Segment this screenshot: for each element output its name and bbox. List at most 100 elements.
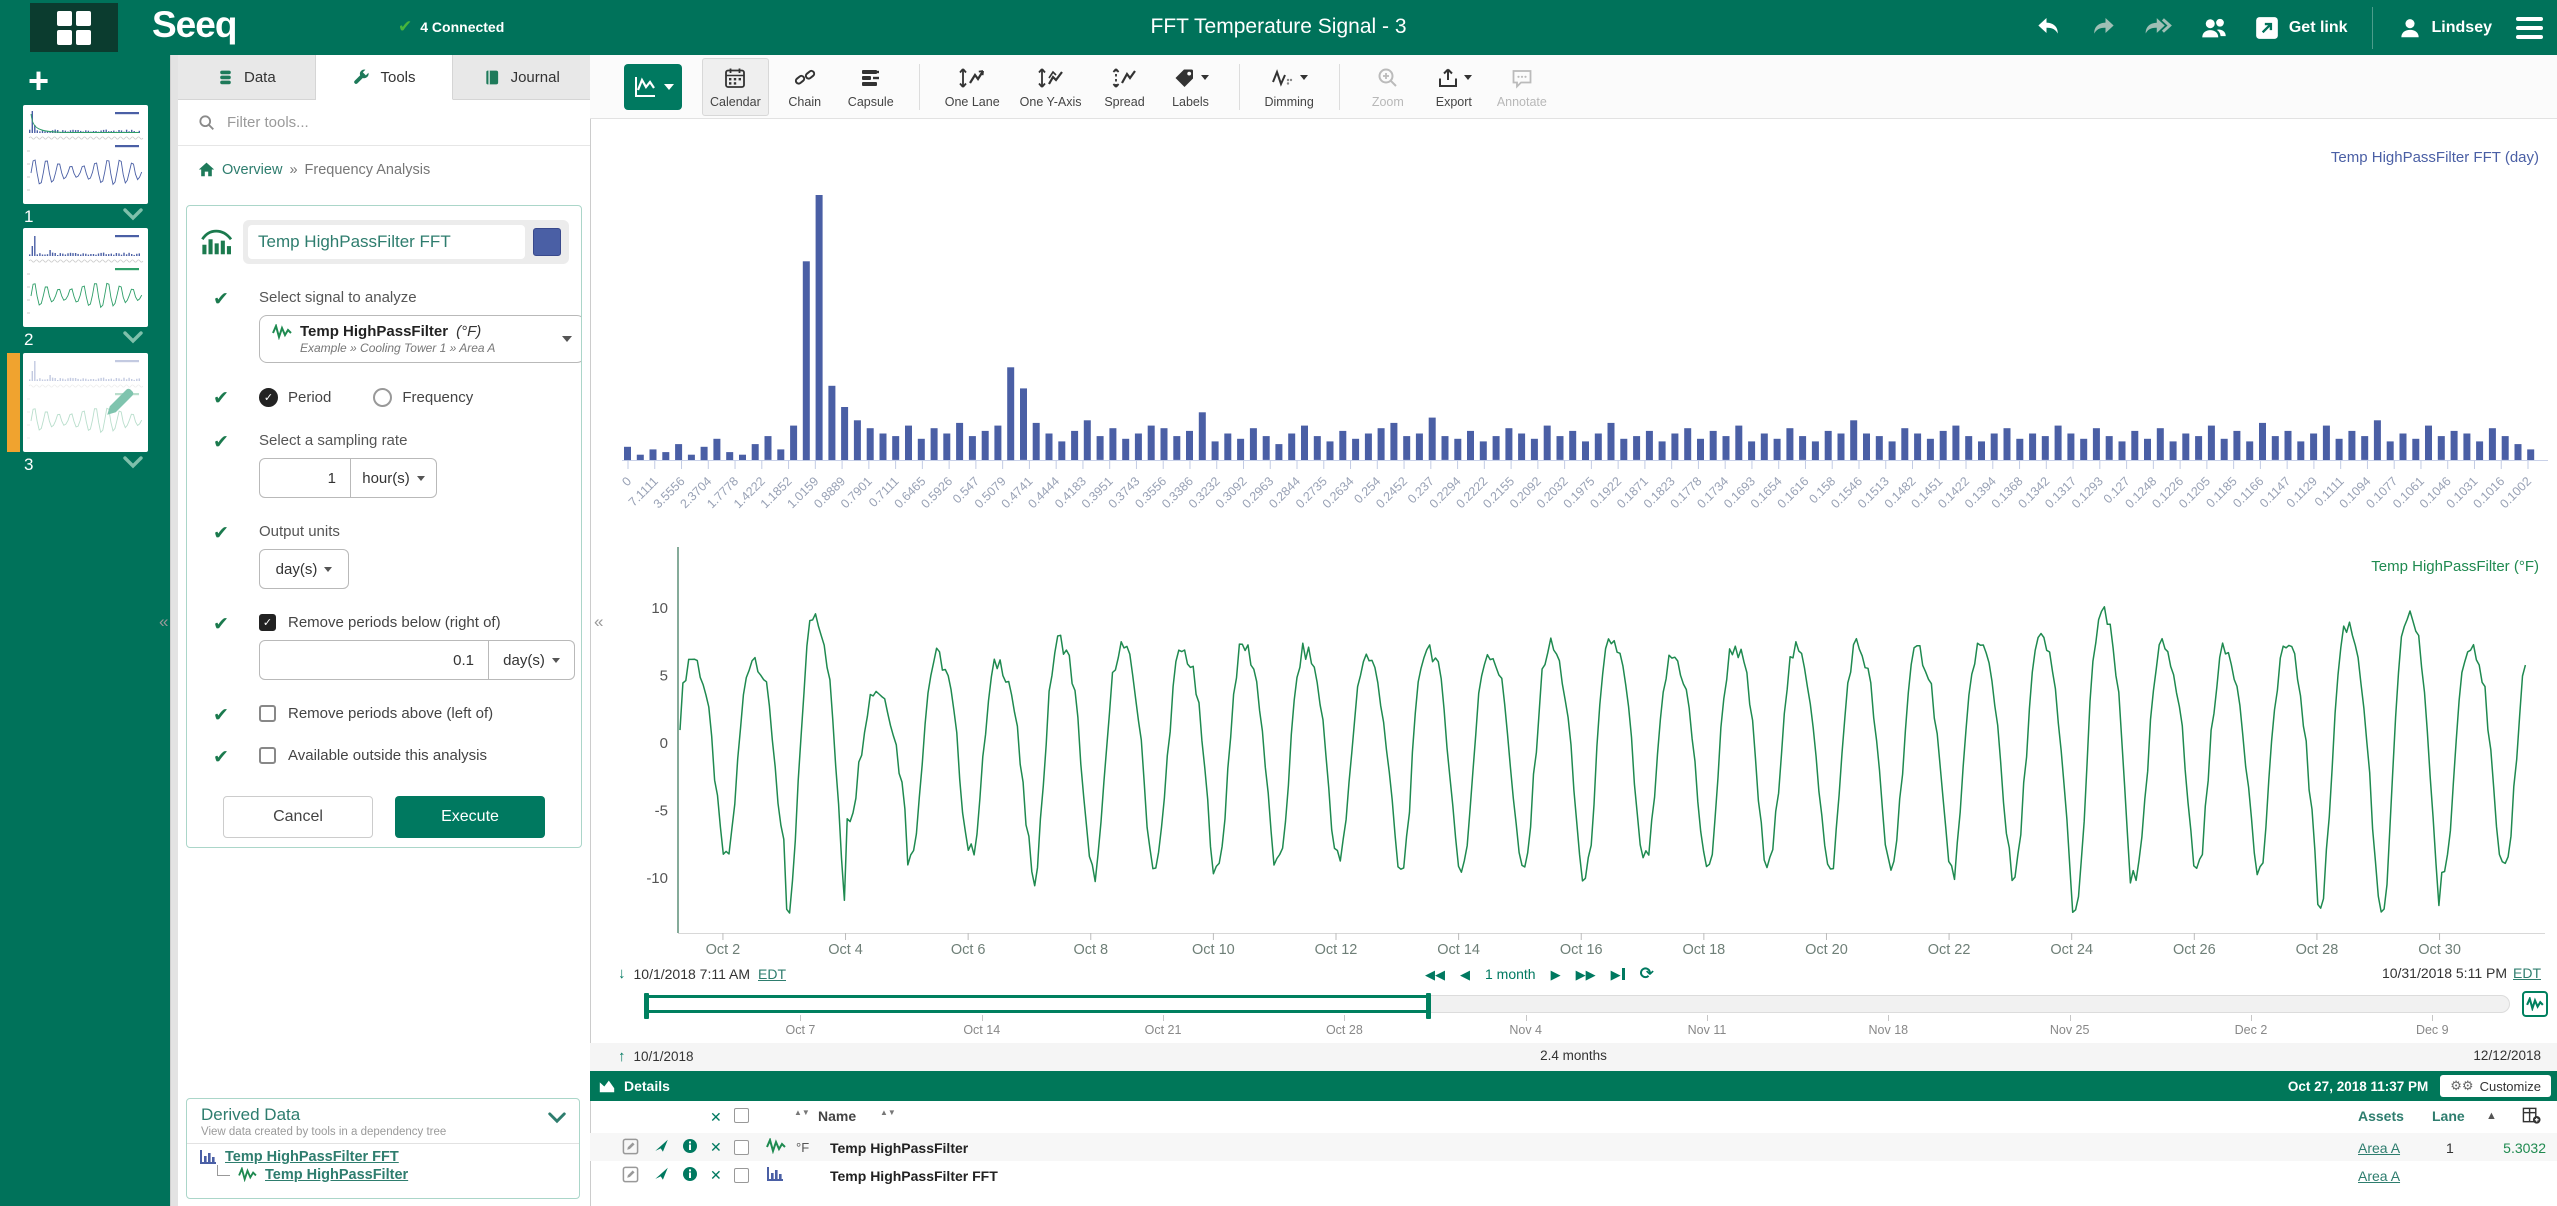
remove-above-checkbox[interactable]	[259, 705, 276, 722]
row-checkbox[interactable]	[734, 1168, 749, 1183]
auto-update-button[interactable]	[2522, 991, 2548, 1017]
toolbar-one-lane-button[interactable]: One Lane	[938, 58, 1007, 116]
collapse-toolpanel-handle[interactable]: «	[594, 612, 604, 631]
investigate-range-duration[interactable]: 2.4 months	[1540, 1048, 1607, 1063]
remove-below-unit-dropdown[interactable]: day(s)	[489, 640, 575, 680]
worksheet-3-menu-chevron-icon[interactable]	[122, 455, 144, 469]
sort-asc-icon[interactable]: ▲	[2486, 1110, 2497, 1122]
tab-tools[interactable]: Tools	[315, 55, 454, 100]
breadcrumb-overview-link[interactable]: Overview	[222, 161, 283, 178]
connection-status[interactable]: ✔ 4 Connected	[398, 18, 504, 35]
derived-item-signal-link[interactable]: Temp HighPassFilter	[265, 1166, 409, 1183]
step-to-end-icon[interactable]: ▶	[1611, 967, 1625, 981]
send-rocket-icon[interactable]	[654, 1166, 670, 1182]
redo-button[interactable]	[2088, 13, 2118, 43]
step-forward-icon[interactable]: ▶	[1550, 966, 1561, 982]
timeline-selection-region[interactable]	[644, 993, 1431, 1019]
step-back-full-icon[interactable]: ◀◀	[1425, 966, 1445, 982]
display-range-end[interactable]: 10/31/2018 5:11 PM	[2381, 965, 2507, 981]
toolbar-one-y-axis-button[interactable]: One Y-Axis	[1013, 58, 1089, 116]
toolbar-dimming-button[interactable]: Dimming	[1258, 58, 1321, 116]
undo-button[interactable]	[2034, 13, 2064, 43]
name-column-header[interactable]: Name	[818, 1108, 857, 1124]
lane-column-header[interactable]: Lane	[2432, 1108, 2465, 1124]
asset-link[interactable]: Area A	[2358, 1140, 2401, 1156]
period-radio-option[interactable]: ✓ Period	[259, 388, 331, 407]
app-switcher-button[interactable]	[30, 3, 118, 52]
cancel-button[interactable]: Cancel	[223, 796, 373, 838]
investigate-range-start[interactable]: 10/1/2018	[633, 1049, 694, 1064]
item-name[interactable]: Temp HighPassFilter	[830, 1140, 969, 1156]
remove-item-button[interactable]: ✕	[710, 1139, 722, 1155]
customize-button[interactable]: ⚙⚙ Customize	[2440, 1075, 2551, 1097]
send-rocket-icon[interactable]	[654, 1138, 670, 1154]
toolbar-export-button[interactable]: Export	[1424, 58, 1484, 116]
toolbar-capsule-button[interactable]: Capsule	[841, 58, 901, 116]
hamburger-menu-button[interactable]	[2516, 16, 2543, 39]
row-checkbox[interactable]	[734, 1140, 749, 1155]
details-row-fft[interactable]: ✕ Temp HighPassFilter FFT Area A	[590, 1161, 2557, 1189]
toolbar-zoom-button-disabled[interactable]: Zoom	[1358, 58, 1418, 116]
edit-properties-icon[interactable]	[622, 1166, 639, 1183]
remove-item-button[interactable]: ✕	[710, 1167, 722, 1183]
users-button[interactable]	[2198, 13, 2230, 43]
asset-link[interactable]: Area A	[2358, 1168, 2401, 1184]
worksheet-thumbnail-3-active[interactable]	[23, 353, 148, 452]
info-icon[interactable]	[682, 1138, 698, 1154]
color-swatch-button[interactable]	[533, 228, 561, 256]
output-unit-dropdown[interactable]: day(s)	[259, 549, 349, 589]
worksheet-thumbnail-2[interactable]	[23, 228, 148, 327]
fft-bar-chart[interactable]: 07.11113.55562.37041.77781.42221.18521.0…	[620, 133, 2550, 548]
fft-chart-title[interactable]: Temp HighPassFilter FFT (day)	[2330, 149, 2539, 166]
step-back-icon[interactable]: ◀	[1460, 966, 1470, 982]
sort-icon[interactable]: ▲▼	[794, 1108, 810, 1117]
execute-button[interactable]: Execute	[395, 796, 545, 838]
signal-select-dropdown[interactable]: Temp HighPassFilter (°F) Example » Cooli…	[259, 315, 581, 363]
worksheet-panel-resizer[interactable]	[170, 55, 179, 1206]
add-column-icon[interactable]	[2522, 1106, 2541, 1125]
toolbar-labels-button[interactable]: Labels	[1161, 58, 1221, 116]
available-outside-checkbox[interactable]	[259, 747, 276, 764]
assets-column-header[interactable]: Assets	[2358, 1108, 2404, 1124]
get-link-button[interactable]: Get link	[2254, 15, 2348, 41]
refresh-icon[interactable]: ⟳	[1639, 964, 1654, 983]
worksheet-2-menu-chevron-icon[interactable]	[122, 330, 144, 344]
toolbar-chain-button[interactable]: Chain	[775, 58, 835, 116]
redo-all-button[interactable]	[2142, 13, 2174, 43]
toolbar-calendar-button[interactable]: Calendar	[702, 57, 769, 116]
worksheet-1-menu-chevron-icon[interactable]	[122, 207, 144, 221]
info-icon[interactable]	[682, 1166, 698, 1182]
timeline-scrubber-track[interactable]	[644, 993, 2510, 1019]
user-menu[interactable]: Lindsey	[2397, 15, 2492, 41]
derived-collapse-chevron-icon[interactable]	[547, 1111, 567, 1124]
frequency-radio-option[interactable]: Frequency	[373, 388, 473, 407]
sampling-unit-dropdown[interactable]: hour(s)	[351, 458, 437, 498]
add-worksheet-button[interactable]: +	[28, 60, 50, 101]
timezone-link[interactable]: EDT	[2513, 965, 2541, 981]
timezone-link[interactable]: EDT	[758, 965, 786, 982]
toolbar-annotate-button-disabled[interactable]: Annotate	[1490, 58, 1554, 116]
selection-right-handle[interactable]	[1426, 993, 1431, 1019]
trend-chart-title[interactable]: Temp HighPassFilter (°F)	[2371, 558, 2539, 575]
toolbar-spread-button[interactable]: Spread	[1095, 58, 1155, 116]
selection-left-handle[interactable]	[644, 993, 649, 1019]
investigate-range-end[interactable]: 12/12/2018	[2473, 1048, 2541, 1063]
tool-name-input[interactable]: Temp HighPassFilter FFT	[248, 225, 525, 259]
derived-item-fft-link[interactable]: Temp HighPassFilter FFT	[225, 1149, 399, 1165]
sampling-rate-input[interactable]: 1	[259, 458, 351, 498]
remove-below-checkbox-checked[interactable]: ✓	[259, 614, 276, 631]
range-step-label[interactable]: 1 month	[1485, 966, 1536, 982]
remove-all-button[interactable]: ✕	[710, 1109, 722, 1125]
details-row-signal[interactable]: ✕ °F Temp HighPassFilter Area A 1 5.3032	[590, 1133, 2557, 1161]
display-range-start[interactable]: 10/1/2018 7:11 AM	[633, 965, 751, 982]
step-forward-full-icon[interactable]: ▶▶	[1575, 966, 1596, 982]
edit-properties-icon[interactable]	[622, 1138, 639, 1155]
filter-tools-input[interactable]	[225, 113, 570, 132]
remove-below-value-input[interactable]: 0.1	[259, 640, 489, 680]
worksheet-thumbnail-1[interactable]	[23, 105, 148, 204]
tab-data[interactable]: Data	[178, 55, 316, 100]
sort-icon[interactable]: ▲▼	[880, 1108, 896, 1117]
tab-journal[interactable]: Journal	[453, 55, 591, 100]
trend-line-chart[interactable]: 10 5 0 -5 -10 Oct 2 Oct 4 Oct 6 Oct 8 Oct 10 Oct 1…	[620, 541, 2550, 961]
item-name[interactable]: Temp HighPassFilter FFT	[830, 1168, 998, 1184]
